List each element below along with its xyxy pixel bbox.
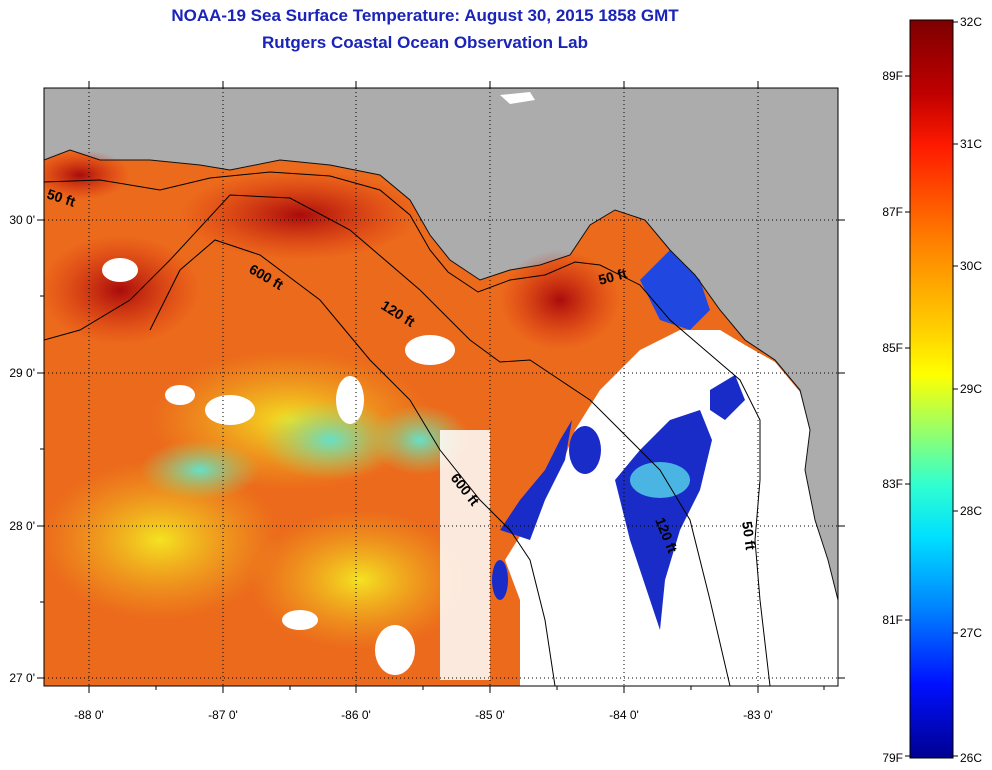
cyan-patch-2 <box>140 440 260 500</box>
warm-core-west <box>44 235 200 345</box>
x-label-4: -85 0' <box>475 708 505 722</box>
x-label-5: -84 0' <box>609 708 639 722</box>
contour-120ft <box>44 194 731 686</box>
cyan-patch-1 <box>260 400 400 480</box>
cbar-f-87: 87F <box>882 205 903 219</box>
cold-patch-5 <box>492 560 508 600</box>
x-label-1: -88 0' <box>74 708 104 722</box>
cloud-4 <box>102 258 138 282</box>
x-label-3: -86 0' <box>341 708 371 722</box>
warm-core-bay <box>44 150 130 200</box>
cbar-c-32: 32C <box>960 15 982 29</box>
cool-patch-2 <box>44 460 280 620</box>
cold-patch-2 <box>615 410 712 630</box>
cool-patch-3 <box>250 510 470 650</box>
cloud-2 <box>165 385 195 405</box>
colorbar-ticks <box>905 21 958 757</box>
tick-marks <box>37 81 845 693</box>
cloud-1 <box>205 395 255 425</box>
cold-patch-6 <box>630 462 690 498</box>
cbar-c-31: 31C <box>960 137 982 151</box>
contour-50ft <box>44 171 771 686</box>
warm-core-bigbend <box>500 250 620 350</box>
cloud-6 <box>405 335 455 365</box>
map-title: NOAA-19 Sea Surface Temperature: August … <box>171 6 679 25</box>
cbar-c-26: 26C <box>960 751 982 765</box>
x-label-6: -83 0' <box>743 708 773 722</box>
contour-600ft <box>149 239 556 686</box>
y-label-4: 27 0' <box>9 671 35 685</box>
cbar-f-89: 89F <box>882 69 903 83</box>
coastline <box>44 149 838 601</box>
inland-water <box>500 92 535 104</box>
cold-patch-3 <box>640 250 710 330</box>
warm-core-north <box>180 170 420 260</box>
cbar-f-85: 85F <box>882 341 903 355</box>
cbar-f-83: 83F <box>882 477 903 491</box>
x-label-2: -87 0' <box>208 708 238 722</box>
cbar-c-28: 28C <box>960 504 982 518</box>
contour-label-7: 50 ft <box>739 520 759 551</box>
cbar-c-27: 27C <box>960 626 982 640</box>
cbar-f-79: 79F <box>882 751 903 765</box>
map-frame <box>43 87 839 687</box>
y-label-3: 28 0' <box>9 519 35 533</box>
graticule <box>44 88 838 686</box>
no-data-strip <box>440 430 490 680</box>
colorbar <box>909 19 954 759</box>
map-subtitle: Rutgers Coastal Ocean Observation Lab <box>262 33 588 52</box>
y-label-2: 29 0' <box>9 366 35 380</box>
cbar-f-81: 81F <box>882 613 903 627</box>
y-label-1: 30 0' <box>9 213 35 227</box>
cold-patch-7 <box>569 426 601 474</box>
cloud-3 <box>336 376 364 424</box>
contour-label-4: 50 ft <box>597 265 629 288</box>
cbar-c-29: 29C <box>960 382 982 396</box>
cbar-c-30: 30C <box>960 259 982 273</box>
cloud-7 <box>282 610 318 630</box>
cold-patch-4 <box>710 375 745 420</box>
cold-patch-1 <box>500 420 572 540</box>
cloud-5 <box>375 625 415 675</box>
